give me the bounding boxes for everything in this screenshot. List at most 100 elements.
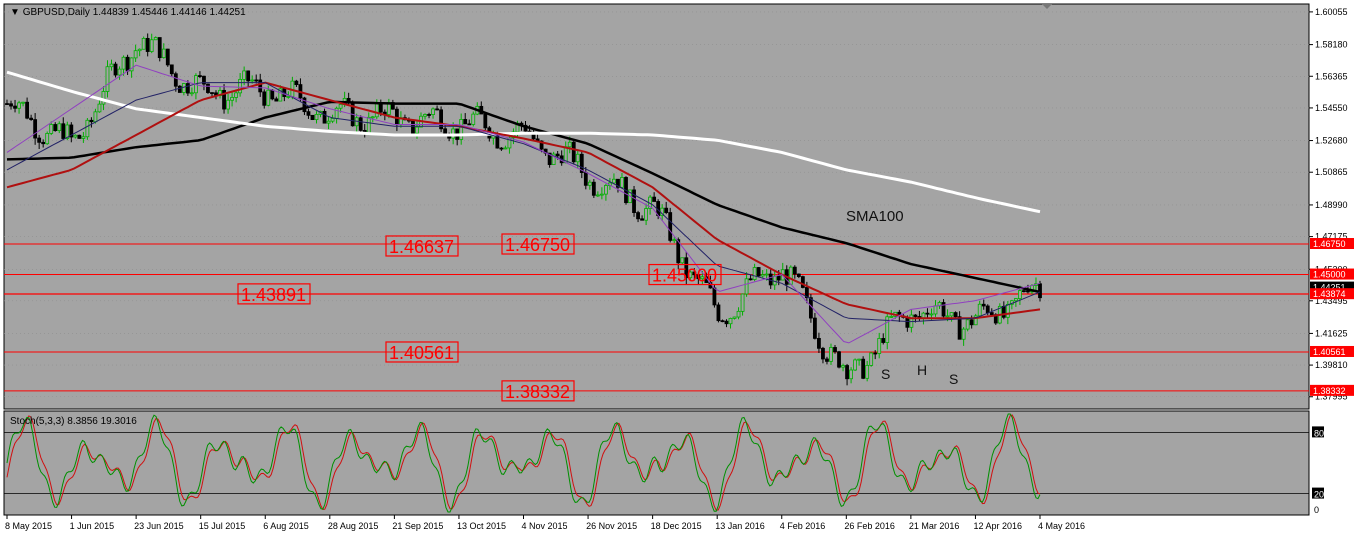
candle-body [314,113,319,120]
stoch-main-line [6,413,1041,513]
candle-body [153,37,158,41]
stoch-tick-tag [1312,487,1324,499]
date-tick-label: 28 Aug 2015 [328,521,379,531]
candle-body [85,119,90,138]
candle-body [1018,290,1022,299]
stoch-tick-label: 20 [1314,490,1324,500]
candle-body [238,79,243,94]
stochastic-title: Stoch(5,3,3) 8.3856 19.3016 [10,416,137,427]
candle-body [330,118,335,122]
candle-body [985,305,990,313]
price-tick-label: 1.56365 [1315,71,1348,81]
candle-body [165,48,170,66]
level-label-text: 1.38332 [505,382,570,402]
chart-title: ▼ GBPUSD,Daily 1.44839 1.45446 1.44146 1… [10,7,246,18]
candle-body [632,189,636,213]
candle-body [198,75,202,78]
candle-body [925,312,930,315]
date-tick-label: 21 Mar 2016 [909,521,960,531]
candle-body [1005,303,1010,318]
candle-body [109,63,114,68]
candle-body [857,358,862,361]
current-price-tag [1310,281,1354,293]
candle-body [173,73,178,87]
dropdown-triangle-icon[interactable]: ▼ [10,7,23,18]
candle-body [853,359,858,371]
candle-body [278,88,283,102]
candle-body [1001,305,1006,318]
candle-body [744,278,749,295]
candle-body [599,193,604,196]
candle-body [825,358,829,362]
candle-body [877,338,882,354]
candle-body [555,153,560,157]
scroll-marker-icon[interactable] [1042,4,1052,9]
candle-body [181,83,186,93]
candle-body [9,103,13,107]
price-tick-label: 1.60055 [1315,7,1348,17]
candle-body [366,116,371,134]
candle-body [644,208,648,221]
stoch-tick-tag [1312,426,1324,438]
ohlc-values: 1.44839 1.45446 1.44146 1.44251 [93,7,246,18]
candle-body [258,79,263,93]
candle-body [161,48,166,59]
candle-body [796,273,801,277]
level-label-text: 1.45000 [652,266,717,286]
candle-body [177,85,182,93]
price-tick-label: 1.43495 [1315,296,1348,306]
candle-body [286,96,291,98]
date-tick-label: 18 Dec 2015 [651,521,702,531]
candle-body [21,101,25,104]
price-tick-label: 1.48990 [1315,200,1348,210]
candle-body [113,63,118,76]
candle-body [829,347,833,362]
candle-body [981,303,986,307]
candle-body [415,126,419,134]
candle-body [65,124,70,139]
candle-body [423,114,427,117]
candle-body [821,347,825,360]
candle-body [905,317,910,328]
price-tick-label: 1.39810 [1315,360,1348,370]
candle-body [266,89,271,106]
candle-body [149,39,154,52]
candle-body [672,239,677,242]
price-tick-label: 1.52680 [1315,136,1348,146]
candle-body [845,365,849,380]
candle-body [837,351,841,368]
sma100-annotation: SMA100 [846,208,904,225]
price-tick-label: 1.58180 [1315,40,1348,50]
candle-body [700,276,705,280]
candle-body [370,116,375,119]
date-tick-label: 4 Nov 2015 [522,521,568,531]
candle-body [41,141,46,145]
candle-body [503,147,508,150]
candle-body [547,152,552,165]
candle-body [81,136,86,139]
candle-body [616,178,620,188]
candle-body [760,274,765,277]
candle-body [973,315,978,326]
candle-body [668,212,673,241]
candle-body [551,153,556,165]
stochastic-panel[interactable] [3,410,1310,516]
candle-body [77,134,82,139]
candle-body [230,97,234,101]
candle-body [652,196,657,202]
date-tick-label: 13 Oct 2015 [457,521,506,531]
level-label-box [501,380,575,402]
candle-body [117,68,122,76]
level-price-tag [1310,345,1354,357]
candle-body [378,103,383,113]
candle-body [800,276,805,288]
candle-body [133,50,138,59]
stochastic-axis: 80 20 0 [1312,426,1324,515]
candle-body [1013,298,1018,302]
candle-body [728,318,733,325]
moving-average-blue [6,82,1041,323]
candle-body [696,274,701,280]
candle-body [736,310,741,318]
candle-body [246,70,251,82]
